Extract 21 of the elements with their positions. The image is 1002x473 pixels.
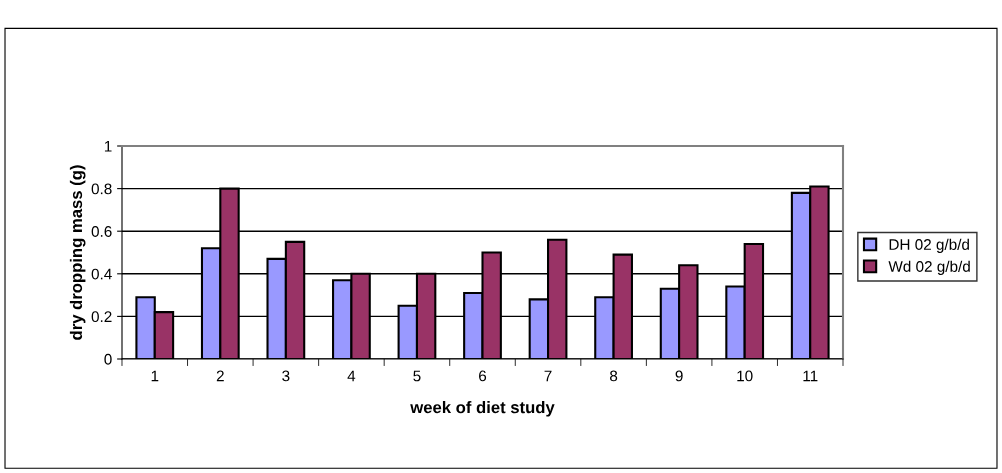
x-tick-label: 5: [413, 370, 421, 382]
x-tick-label: 8: [610, 370, 618, 382]
y-tick-label: 0.8: [91, 183, 112, 195]
x-tick-label: 3: [282, 370, 290, 382]
x-tick-label: 4: [347, 370, 356, 382]
x-tick-label: 9: [675, 370, 683, 382]
x-tick-label: 7: [544, 370, 552, 382]
y-tick-label: 1: [104, 141, 112, 152]
x-tick-label: 2: [216, 370, 224, 382]
y-tick-label: 0.2: [91, 311, 112, 323]
x-tick-label: 10: [737, 370, 753, 382]
x-tick-label: 11: [803, 370, 818, 382]
x-axis-title: week of diet study: [410, 401, 555, 417]
legend-label: Wd 02 g/b/d: [888, 260, 970, 275]
y-tick-label: 0.4: [91, 268, 112, 280]
x-tick-label: 6: [479, 370, 487, 382]
y-axis-title: dry dropping mass (g): [69, 165, 86, 340]
x-tick-label: 1: [151, 370, 159, 382]
y-tick-label: 0.6: [91, 226, 112, 237]
y-tick-label: 0: [104, 353, 112, 365]
legend-label: DH 02 g/b/d: [889, 238, 969, 253]
